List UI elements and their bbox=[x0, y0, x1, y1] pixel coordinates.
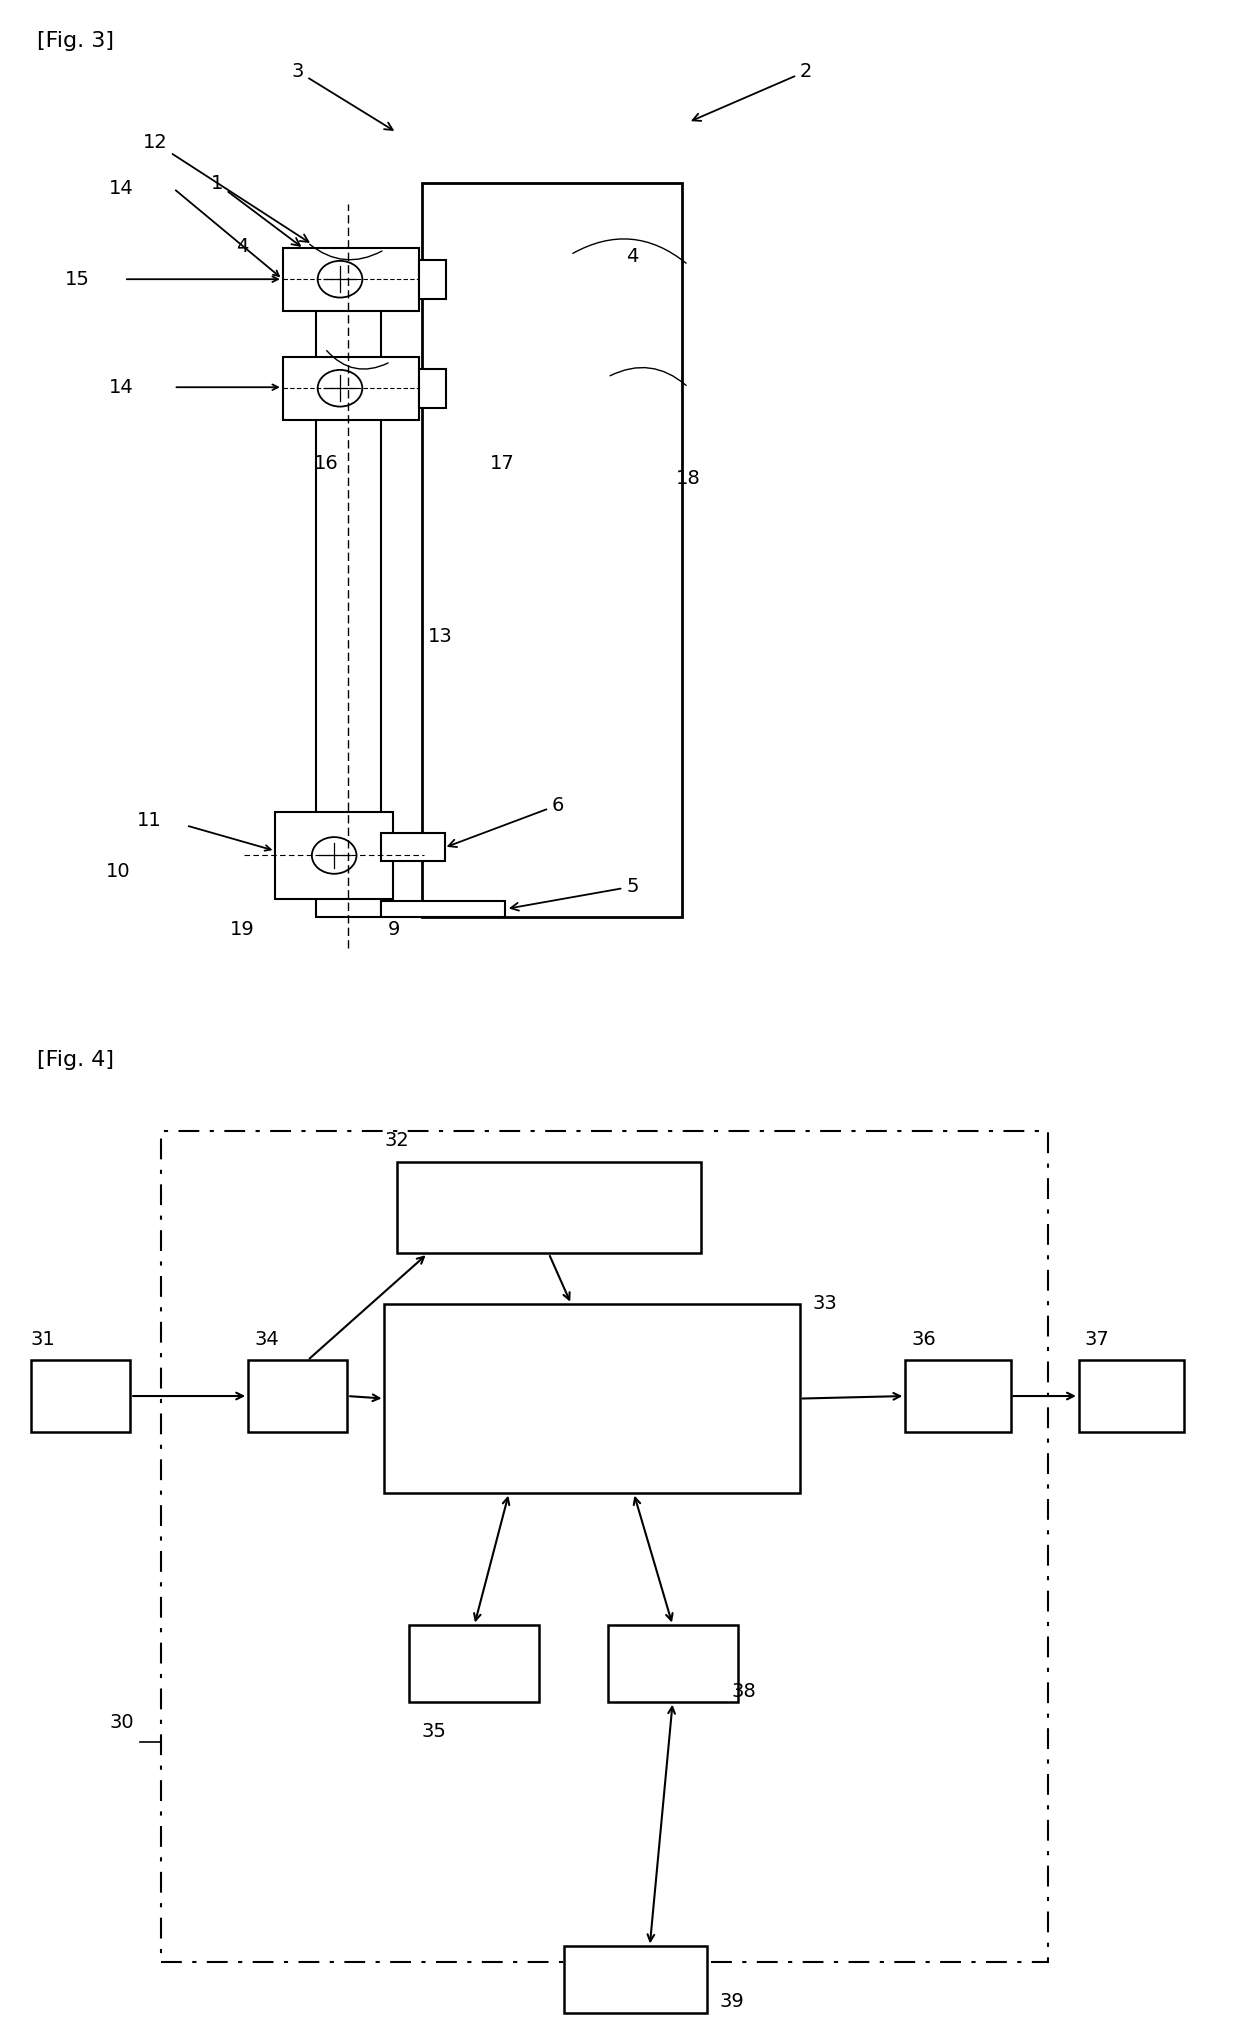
Text: 11: 11 bbox=[136, 811, 161, 829]
Bar bbox=[275, 813, 393, 899]
Text: 33: 33 bbox=[812, 1294, 837, 1312]
Bar bbox=[608, 1626, 738, 1702]
Bar bbox=[381, 834, 445, 862]
Bar bbox=[419, 369, 446, 408]
Text: [Fig. 4]: [Fig. 4] bbox=[37, 1050, 114, 1070]
Text: 15: 15 bbox=[64, 269, 89, 289]
Text: 2: 2 bbox=[693, 61, 812, 120]
Bar bbox=[384, 1304, 800, 1492]
Text: 18: 18 bbox=[676, 469, 701, 489]
Text: 4: 4 bbox=[626, 247, 639, 267]
Bar bbox=[409, 1626, 539, 1702]
Bar bbox=[419, 261, 446, 300]
Text: 5: 5 bbox=[511, 876, 639, 911]
Text: 4: 4 bbox=[236, 236, 248, 257]
Text: 34: 34 bbox=[254, 1331, 279, 1349]
Text: 19: 19 bbox=[229, 919, 254, 940]
Bar bbox=[1079, 1361, 1184, 1433]
Bar bbox=[31, 1361, 130, 1433]
Bar bbox=[397, 1162, 701, 1253]
Text: 35: 35 bbox=[422, 1722, 446, 1740]
Text: 16: 16 bbox=[314, 454, 339, 473]
Bar bbox=[161, 1131, 1048, 1961]
Text: 1: 1 bbox=[211, 173, 300, 247]
Text: [Fig. 3]: [Fig. 3] bbox=[37, 31, 114, 51]
Text: 36: 36 bbox=[911, 1331, 936, 1349]
Bar bbox=[283, 249, 419, 312]
Text: 17: 17 bbox=[490, 454, 515, 473]
Text: 39: 39 bbox=[719, 1993, 744, 2012]
Text: 13: 13 bbox=[428, 628, 453, 646]
Bar bbox=[316, 285, 381, 917]
Bar bbox=[905, 1361, 1011, 1433]
Bar bbox=[564, 1946, 707, 2014]
Bar bbox=[381, 901, 505, 917]
Text: 37: 37 bbox=[1085, 1331, 1110, 1349]
Text: 31: 31 bbox=[31, 1331, 56, 1349]
Text: 14: 14 bbox=[109, 377, 134, 397]
Text: 3: 3 bbox=[291, 61, 393, 130]
Text: 32: 32 bbox=[384, 1131, 409, 1149]
Bar bbox=[283, 357, 419, 420]
Text: 9: 9 bbox=[388, 919, 401, 940]
Text: 6: 6 bbox=[449, 795, 564, 848]
Bar bbox=[248, 1361, 347, 1433]
Text: 30: 30 bbox=[109, 1712, 134, 1732]
Text: 12: 12 bbox=[143, 132, 309, 243]
Text: 14: 14 bbox=[109, 179, 134, 198]
Text: 10: 10 bbox=[105, 862, 130, 880]
Text: 38: 38 bbox=[732, 1681, 756, 1700]
Bar bbox=[422, 183, 682, 917]
